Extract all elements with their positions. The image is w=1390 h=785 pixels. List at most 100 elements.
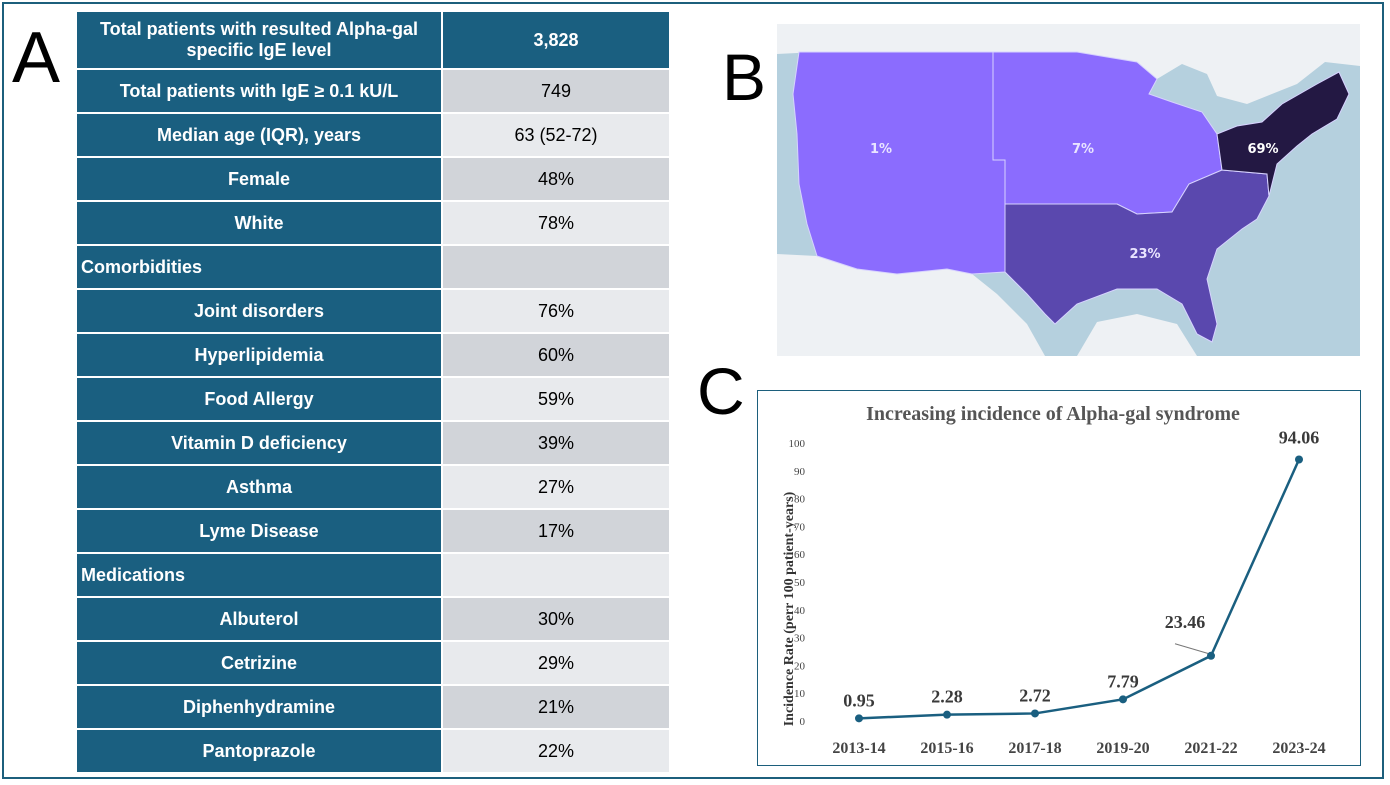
row-value: 29% xyxy=(441,640,671,686)
table-row: Asthma 27% xyxy=(75,464,671,510)
x-tick-label: 2013-14 xyxy=(832,740,885,757)
row-label: White xyxy=(75,200,443,246)
table-header-row: Total patients with resulted Alpha-gal s… xyxy=(75,10,671,70)
table-row: Albuterol 30% xyxy=(75,596,671,642)
table-row: Median age (IQR), years 63 (52-72) xyxy=(75,112,671,158)
data-label: 0.95 xyxy=(843,690,875,710)
row-value: 17% xyxy=(441,508,671,554)
table-row: Female 48% xyxy=(75,156,671,202)
table-row: Total patients with IgE ≥ 0.1 kU/L 749 xyxy=(75,68,671,114)
row-value: 59% xyxy=(441,376,671,422)
row-label: Total patients with IgE ≥ 0.1 kU/L xyxy=(75,68,443,114)
table-row: Hyperlipidemia 60% xyxy=(75,332,671,378)
us-region-map: 1% 7% 23% 69% xyxy=(777,24,1360,356)
y-axis-ticks: 0 10 20 30 40 50 60 70 80 90 100 xyxy=(789,438,806,728)
table-row: Food Allergy 59% xyxy=(75,376,671,422)
map-label-west: 1% xyxy=(870,142,892,157)
y-tick-label: 90 xyxy=(794,466,806,478)
data-point xyxy=(1119,695,1127,704)
chart-title: Increasing incidence of Alpha-gal syndro… xyxy=(866,403,1240,425)
row-label: Female xyxy=(75,156,443,202)
table-header-value: 3,828 xyxy=(441,10,671,70)
table-row: Medications xyxy=(75,552,671,598)
map-label-south: 23% xyxy=(1129,247,1160,262)
incidence-line-chart: Increasing incidence of Alpha-gal syndro… xyxy=(757,390,1361,766)
map-region-west xyxy=(792,51,1006,275)
row-label: Cetrizine xyxy=(75,640,443,686)
y-tick-label: 10 xyxy=(794,688,806,700)
data-point xyxy=(1295,455,1303,464)
data-label-leader xyxy=(1174,643,1210,655)
row-value: 27% xyxy=(441,464,671,510)
y-tick-label: 40 xyxy=(794,605,806,617)
panel-label-c: C xyxy=(697,354,745,428)
x-tick-label: 2021-22 xyxy=(1184,740,1237,757)
x-tick-label: 2019-20 xyxy=(1096,740,1149,757)
row-label: Asthma xyxy=(75,464,443,510)
section-header: Medications xyxy=(75,552,443,598)
map-label-northeast: 69% xyxy=(1247,142,1278,157)
x-tick-label: 2015-16 xyxy=(920,740,973,757)
x-tick-label: 2023-24 xyxy=(1272,740,1325,757)
row-label: Median age (IQR), years xyxy=(75,112,443,158)
row-value: 60% xyxy=(441,332,671,378)
row-value xyxy=(441,552,671,598)
row-value: 30% xyxy=(441,596,671,642)
data-point xyxy=(1207,651,1215,660)
mexico-land xyxy=(777,254,1045,356)
map-label-midwest: 7% xyxy=(1072,142,1094,157)
row-value: 63 (52-72) xyxy=(441,112,671,158)
table-row: Pantoprazole 22% xyxy=(75,728,671,774)
row-label: Hyperlipidemia xyxy=(75,332,443,378)
row-value: 78% xyxy=(441,200,671,246)
y-tick-label: 70 xyxy=(794,521,806,533)
data-point xyxy=(943,710,951,719)
y-tick-label: 30 xyxy=(794,633,806,645)
map-region-south xyxy=(1004,169,1270,343)
y-tick-label: 100 xyxy=(789,438,806,450)
canada-land xyxy=(777,24,1360,104)
table-row: Diphenhydramine 21% xyxy=(75,684,671,730)
panel-label-b: B xyxy=(722,40,767,114)
data-label: 2.72 xyxy=(1019,685,1051,705)
table-row: White 78% xyxy=(75,200,671,246)
data-label: 2.28 xyxy=(931,687,963,707)
row-label: Diphenhydramine xyxy=(75,684,443,730)
series-points xyxy=(855,455,1303,723)
y-tick-label: 0 xyxy=(800,716,806,728)
patient-characteristics-table: Total patients with resulted Alpha-gal s… xyxy=(75,10,671,774)
row-value: 76% xyxy=(441,288,671,334)
table-row: Lyme Disease 17% xyxy=(75,508,671,554)
table-header-label: Total patients with resulted Alpha-gal s… xyxy=(75,10,443,70)
row-value: 21% xyxy=(441,684,671,730)
data-label: 94.06 xyxy=(1279,428,1320,448)
row-value: 39% xyxy=(441,420,671,466)
data-label: 23.46 xyxy=(1165,612,1206,632)
data-point xyxy=(855,714,863,723)
y-tick-label: 80 xyxy=(794,494,806,506)
data-label: 7.79 xyxy=(1107,671,1139,691)
table-row: Cetrizine 29% xyxy=(75,640,671,686)
data-labels: 0.95 2.28 2.72 7.79 23.46 94.06 xyxy=(843,428,1319,711)
section-header: Comorbidities xyxy=(75,244,443,290)
row-value xyxy=(441,244,671,290)
x-axis-ticks: 2013-14 2015-16 2017-18 2019-20 2021-22 2023-… xyxy=(832,740,1325,757)
row-label: Food Allergy xyxy=(75,376,443,422)
chart-svg: Increasing incidence of Alpha-gal syndro… xyxy=(782,403,1326,757)
y-tick-label: 20 xyxy=(794,660,806,672)
row-value: 48% xyxy=(441,156,671,202)
mexico-land-east xyxy=(1077,314,1197,356)
panel-label-a: A xyxy=(12,18,61,98)
row-label: Vitamin D deficiency xyxy=(75,420,443,466)
x-tick-label: 2017-18 xyxy=(1008,740,1061,757)
map-region-northeast xyxy=(1216,71,1350,197)
row-label: Lyme Disease xyxy=(75,508,443,554)
y-axis-label: Incidence Rate (perr 100 patient-years) xyxy=(782,491,797,726)
table-row: Comorbidities xyxy=(75,244,671,290)
y-tick-label: 50 xyxy=(794,577,806,589)
table-row: Vitamin D deficiency 39% xyxy=(75,420,671,466)
row-label: Pantoprazole xyxy=(75,728,443,774)
table-row: Joint disorders 76% xyxy=(75,288,671,334)
row-value: 22% xyxy=(441,728,671,774)
row-value: 749 xyxy=(441,68,671,114)
